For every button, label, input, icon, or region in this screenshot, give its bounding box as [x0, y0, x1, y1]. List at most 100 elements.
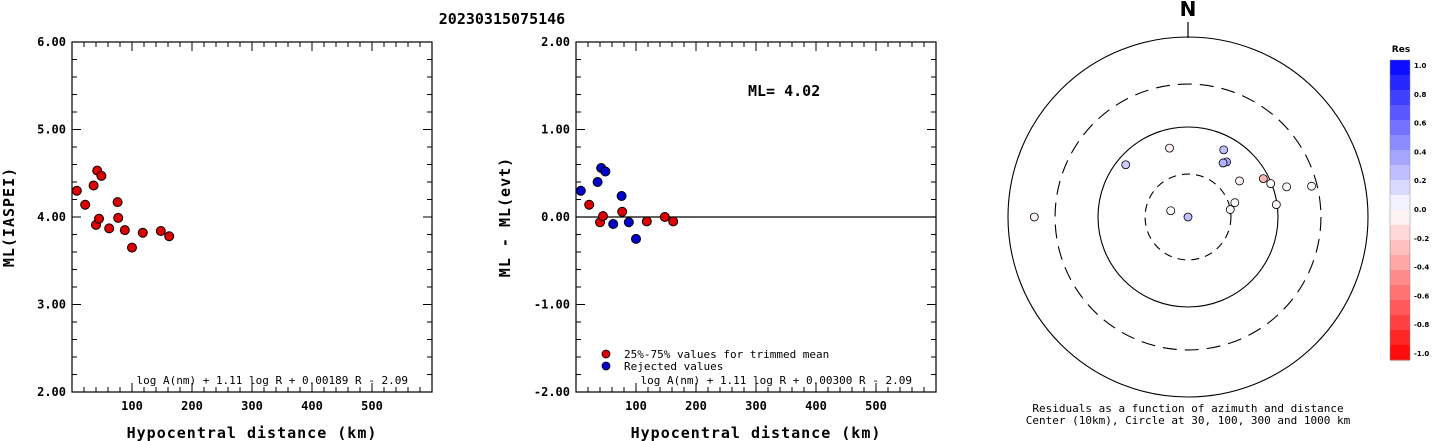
colorbar-labels: 1.0 0.8 0.6 0.4 0.2 0.0 -0.2 -0.4 -0.6 -0.8 -1.0 — [1414, 62, 1429, 358]
station-point — [1235, 176, 1244, 186]
rejected-point — [623, 217, 634, 228]
residual-distance-plot: -2.00 -1.00 0.00 1.00 2.00 100 200 300 400 500 M… — [496, 35, 937, 441]
colorbar-label: 0.0 — [1414, 206, 1427, 214]
x-tick-label: 100 — [625, 399, 647, 413]
station-point — [1029, 212, 1039, 222]
rejected-point — [608, 219, 619, 229]
y-tick-label: 0.00 — [541, 210, 570, 224]
y-tick-label: -1.00 — [534, 298, 570, 312]
data-point — [80, 199, 91, 210]
colorbar-swatch — [1390, 75, 1410, 91]
station-point — [1271, 200, 1281, 209]
residual-colorbar: Res 1.0 0.8 0.6 0.4 0.2 0.0 -0.2 -0.4 -0.6 -0.8 -1… — [1389, 45, 1429, 361]
x-tick-label: 500 — [361, 399, 383, 413]
x-tick-label: 400 — [805, 399, 827, 413]
data-point — [112, 197, 123, 208]
colorbar-title: Res — [1392, 45, 1410, 55]
data-point — [155, 226, 166, 236]
polar-caption-line2: Center (10km), Circle at 30, 100, 300 an… — [1026, 414, 1351, 427]
data-point — [113, 212, 124, 223]
plot-frame — [71, 41, 433, 393]
rejected-point — [575, 185, 586, 196]
colorbar-swatch — [1390, 255, 1410, 271]
formula-text: log A(nm) + 1.11 log R + 0.00300 R - 2.0… — [640, 374, 912, 387]
ring-300km — [1054, 83, 1322, 351]
magnitude-distance-plot: 2.00 3.00 4.00 5.00 6.00 100 200 300 400 500 log… — [0, 35, 433, 441]
colorbar-swatch — [1390, 105, 1410, 121]
station-point — [1166, 206, 1176, 216]
legend-label-used: 25%-75% values for trimmed mean — [624, 348, 829, 361]
colorbar-swatch — [1390, 135, 1410, 151]
data-point — [119, 225, 130, 236]
colorbar-swatch — [1390, 210, 1410, 226]
station-point — [1282, 182, 1292, 192]
y-tick-label: 5.00 — [37, 123, 66, 137]
x-tick-label: 200 — [685, 399, 707, 413]
station-point — [1230, 198, 1240, 208]
colorbar-swatch — [1390, 330, 1410, 346]
colorbar-label: -0.6 — [1414, 292, 1429, 300]
colorbar-label: -1.0 — [1414, 350, 1429, 358]
y-tick-label: 4.00 — [37, 210, 66, 224]
colorbar-swatch — [1390, 270, 1410, 286]
colorbar-swatch — [1390, 225, 1410, 241]
colorbar-swatch — [1390, 150, 1410, 166]
y-tick-labels: 2.00 3.00 4.00 5.00 6.00 — [37, 35, 66, 399]
x-tick-label: 300 — [241, 399, 263, 413]
ring-100km — [1097, 126, 1279, 308]
y-tick-label: -2.00 — [534, 385, 570, 399]
axis-ticks — [72, 42, 432, 392]
used-point — [617, 206, 628, 217]
y-tick-label: 2.00 — [541, 35, 570, 49]
polar-caption-line1: Residuals as a function of azimuth and d… — [1032, 402, 1343, 415]
legend-marker-used — [601, 349, 611, 359]
y-tick-label: 6.00 — [37, 35, 66, 49]
colorbar-swatch — [1390, 300, 1410, 316]
used-point — [584, 199, 595, 210]
y-axis-label: ML - ML(evt) — [496, 157, 514, 277]
y-tick-labels: -2.00 -1.00 0.00 1.00 2.00 — [534, 35, 570, 399]
colorbar-swatch — [1390, 240, 1410, 256]
data-point — [96, 170, 107, 181]
station-point — [1183, 212, 1193, 222]
data-point — [127, 242, 137, 253]
ring-1000km — [1007, 36, 1369, 398]
data-points — [71, 165, 175, 253]
figure-title: 20230315075146 — [439, 10, 565, 28]
colorbar-swatch — [1390, 345, 1410, 361]
colorbar-swatch — [1390, 120, 1410, 136]
rejected-point — [616, 191, 627, 201]
colorbar-label: -0.2 — [1414, 235, 1429, 243]
ml-annotation: ML= 4.02 — [748, 82, 820, 100]
data-point — [94, 213, 104, 224]
rejected-point — [600, 166, 611, 177]
station-point — [1266, 179, 1276, 188]
station-point — [1258, 174, 1268, 184]
x-tick-labels: 100 200 300 400 500 — [121, 399, 383, 413]
data-points — [575, 163, 679, 244]
x-tick-labels: 100 200 300 400 500 — [625, 399, 887, 413]
used-point — [668, 216, 679, 227]
colorbar-swatch — [1390, 315, 1410, 331]
rejected-point — [592, 177, 603, 187]
north-label: N — [1180, 0, 1197, 21]
station-point — [1307, 181, 1316, 191]
data-point — [137, 227, 148, 238]
used-point — [641, 216, 652, 227]
colorbar-label: 1.0 — [1414, 62, 1427, 70]
distance-rings — [1007, 36, 1369, 398]
colorbar-swatch — [1390, 180, 1410, 196]
colorbar-label: 0.6 — [1414, 120, 1427, 128]
station-point — [1225, 205, 1235, 214]
colorbar-label: 0.2 — [1414, 177, 1427, 185]
legend-marker-rejected — [601, 361, 611, 371]
colorbar-swatch — [1390, 60, 1410, 76]
azimuth-residual-plot: N Residuals as a function of azimuth and… — [1007, 0, 1369, 427]
y-tick-label: 3.00 — [37, 298, 66, 312]
station-point — [1218, 158, 1228, 168]
data-point — [104, 223, 115, 234]
colorbar-swatch — [1390, 165, 1410, 181]
y-tick-label: 1.00 — [541, 123, 570, 137]
data-point — [164, 231, 175, 242]
